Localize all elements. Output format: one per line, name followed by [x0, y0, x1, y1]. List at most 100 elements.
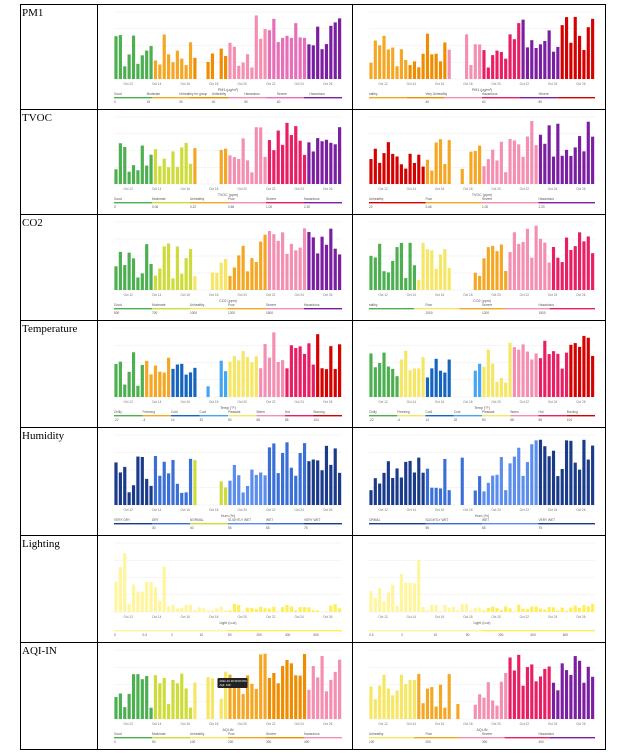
chart-bar	[574, 147, 577, 184]
chart-bar	[250, 684, 253, 719]
x-tick-label: Oct 18	[209, 400, 219, 404]
chart-bar	[422, 167, 425, 184]
chart-bar	[430, 250, 433, 290]
x-tick-label: Oct 12	[124, 293, 134, 297]
legend-label: Hazardous	[304, 732, 320, 736]
chart-bar	[526, 667, 529, 719]
chart-bar	[294, 250, 297, 290]
chart-bar	[299, 141, 302, 184]
chart-bar	[228, 481, 231, 505]
chart-bar	[263, 29, 266, 79]
chart-bar	[189, 372, 192, 397]
chart-bar	[171, 62, 174, 79]
chart-bar	[141, 592, 144, 612]
x-tick-label: Oct 18	[463, 82, 473, 86]
legend-value: 400	[285, 633, 291, 637]
legend-value: 0.3	[143, 633, 148, 637]
chart-bar	[189, 249, 192, 290]
chart-bar	[478, 607, 481, 612]
chart-bar	[578, 232, 581, 290]
chart-bar	[123, 147, 126, 184]
chart-bar	[211, 678, 214, 719]
bar-chart: Oct 12 Oct 14 Oct 16 Oct 18 Oct 20 Oct 22 Oct …	[355, 6, 603, 107]
x-tick-label: Oct 20	[238, 615, 248, 619]
chart-bar	[417, 67, 420, 79]
chart-bar	[374, 367, 377, 397]
legend-label: WET	[266, 518, 273, 522]
chart-bar	[114, 266, 117, 290]
chart-bar	[145, 479, 148, 505]
chart-bar	[504, 606, 507, 612]
chart-bar	[591, 604, 594, 612]
chart-bar	[307, 142, 310, 184]
x-tick-label: Oct 22	[520, 722, 530, 726]
chart-bar	[185, 258, 188, 290]
chart-bar	[417, 560, 420, 612]
chart-bar	[242, 492, 245, 505]
legend-value: 104	[314, 418, 320, 422]
chart-bar	[430, 368, 433, 397]
bar-chart: Oct 12 Oct 14 Oct 16 Oct 18 Oct 20 Oct 22 Oct …	[355, 644, 603, 747]
legend-scale-segment	[266, 737, 304, 738]
chart-bar	[202, 608, 205, 612]
legend-label: Warm	[257, 410, 266, 414]
legend-scale-segment	[257, 415, 286, 416]
chart-bar	[526, 352, 529, 397]
chart-bar	[272, 150, 275, 184]
chart-bar	[228, 276, 231, 290]
chart-bar	[171, 278, 174, 290]
chart-bar	[171, 460, 174, 505]
chart-bar	[378, 686, 381, 719]
chart-bar	[141, 146, 144, 184]
chart-bar	[500, 52, 503, 79]
chart-bar	[220, 150, 223, 184]
x-tick-label: Oct 16	[435, 187, 445, 191]
x-tick-label: Oct 22	[520, 615, 530, 619]
chart-bar	[193, 682, 196, 719]
chart-bar	[439, 139, 442, 184]
chart-bar	[395, 376, 398, 397]
chart-bar	[285, 254, 288, 290]
legend-value: 1200	[228, 311, 235, 315]
chart-bar	[272, 443, 275, 505]
chart-bar	[325, 446, 328, 505]
legend-label: Good	[114, 732, 122, 736]
chart-bar	[250, 362, 253, 397]
legend-value: 200	[257, 633, 263, 637]
chart-bar	[387, 272, 390, 290]
legend-value: 50	[228, 418, 232, 422]
x-tick-label: Oct 14	[152, 615, 162, 619]
chart-bar	[535, 440, 538, 505]
chart-bar	[316, 677, 319, 719]
chart-bar	[233, 157, 236, 184]
chart-bar	[167, 243, 170, 290]
chart-bar	[224, 259, 227, 290]
chart-bar	[329, 465, 332, 505]
legend-scale-segment	[369, 630, 482, 631]
chart-bar	[582, 151, 585, 184]
chart-bar	[474, 371, 477, 397]
legend-scale-segment	[482, 97, 520, 98]
chart-bar	[250, 172, 253, 184]
chart-bar	[320, 237, 323, 290]
legend-value: 30	[179, 100, 183, 104]
chart-bar	[259, 242, 262, 290]
chart-bar	[272, 332, 275, 397]
chart-bar	[382, 271, 385, 290]
chart-bar	[439, 685, 442, 719]
legend-value: 100	[369, 740, 375, 744]
chart-bar	[426, 610, 429, 612]
chart-bar	[299, 346, 302, 397]
chart-bar	[206, 611, 209, 612]
legend-label: Chilly	[114, 410, 122, 414]
chart-bar	[338, 18, 341, 79]
chart-bar	[456, 704, 459, 719]
chart-bar	[136, 386, 139, 397]
x-tick-label: Oct 20	[238, 82, 248, 86]
chart-bar	[285, 36, 288, 79]
chart-bar	[158, 166, 161, 184]
chart-bar	[250, 608, 253, 612]
x-tick-label: Oct 20	[238, 508, 248, 512]
chart-bar	[508, 139, 511, 184]
legend-scale-segment	[369, 308, 414, 309]
